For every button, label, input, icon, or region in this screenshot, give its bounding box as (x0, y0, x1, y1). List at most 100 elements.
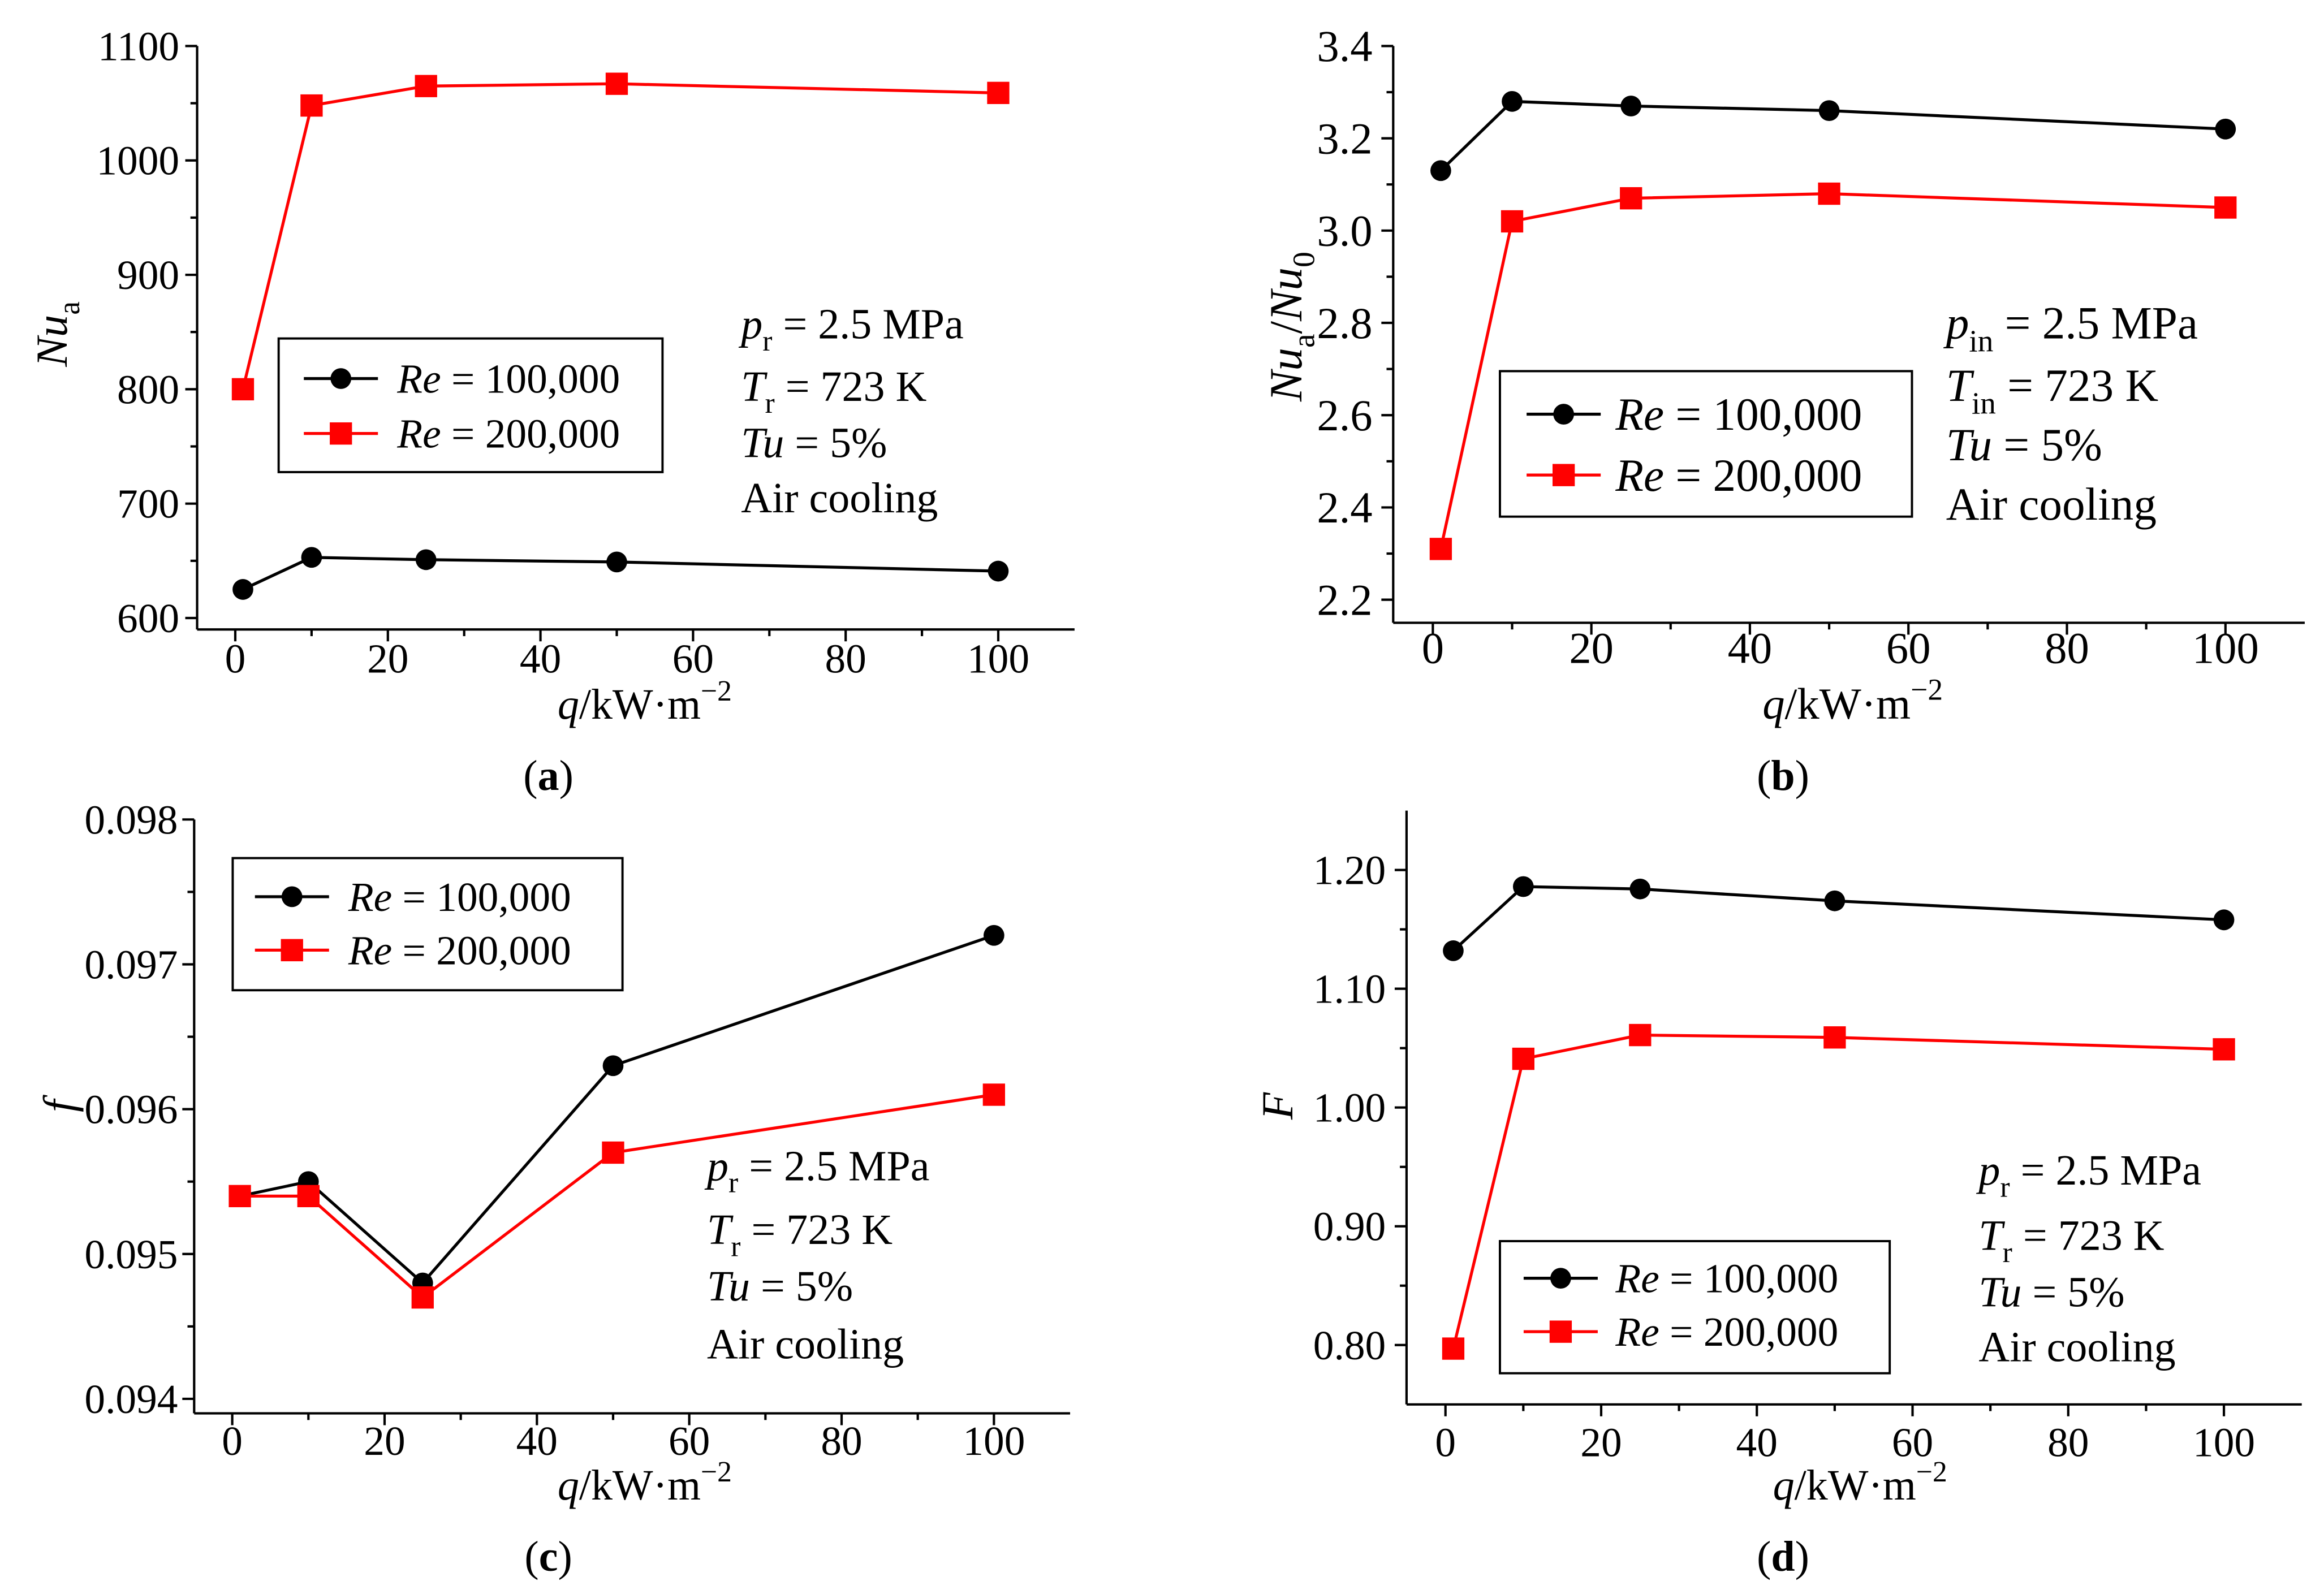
panel-label: (c) (524, 1533, 572, 1580)
panel-label-part: ) (559, 752, 574, 800)
y-tick-label: 2.4 (1317, 483, 1372, 533)
x-axis-label: q/kW·m−2 (558, 1456, 732, 1509)
data-point (602, 1055, 624, 1077)
panel-label-part: ) (558, 1533, 572, 1580)
x-axis-label-part: −2 (1911, 673, 1943, 707)
data-point (2214, 196, 2237, 219)
x-tick-label: 40 (516, 1418, 558, 1464)
x-axis-label-part: /kW·m (579, 681, 701, 728)
y-axis-label-part: F (1253, 1092, 1303, 1120)
series-re-200-000 (228, 1083, 1006, 1309)
annotation-line-part: r (2000, 1171, 2010, 1203)
data-point (982, 1083, 1006, 1106)
annotation-line-part: = 2.5 MPa (738, 1142, 929, 1190)
annotation-line-part: r (731, 1231, 740, 1263)
annotation-line: Tu = 5% (1946, 420, 2102, 470)
y-tick-label: 1.20 (1313, 848, 1386, 893)
data-point (1620, 187, 1642, 210)
legend-label: Re = 100,000 (1615, 389, 1862, 440)
y-axis-label-part: f (35, 1095, 84, 1112)
panel-c: 0 20 40 60 80 100 0.094 0.095 0.096 0.097 0.098 Re … (35, 797, 1071, 1580)
annotation-line-part: T (1946, 360, 1975, 411)
series-line-re-200-000 (240, 1093, 994, 1300)
y-tick-label: 2.8 (1317, 299, 1372, 348)
x-axis-label-part: /kW·m (1795, 1462, 1916, 1509)
legend-label-part: = 200,000 (1664, 450, 1862, 501)
y-tick-label: 900 (117, 252, 179, 298)
legend-label: Re = 100,000 (1615, 1256, 1838, 1302)
legend-entry: Re = 100,000 (1527, 389, 1862, 440)
annotation-line-part: r (728, 1167, 738, 1199)
y-tick-label: 1100 (98, 23, 179, 69)
x-tick-label: 0 (1435, 1420, 1456, 1466)
data-point (1512, 1047, 1534, 1070)
legend-label-part: Re (396, 411, 441, 457)
y-tick-label: 600 (117, 595, 179, 641)
y-axis-label: Nua (28, 301, 86, 368)
panel-label-part: ( (524, 1533, 538, 1580)
y-axis-label-part: 0 (1287, 252, 1321, 267)
annotation-line: pr = 2.5 MPa (738, 301, 964, 357)
x-tick-label: 40 (520, 636, 561, 681)
data-point (1442, 1337, 1465, 1360)
legend-label-part: = 200,000 (392, 927, 571, 973)
panel-d: 0 20 40 60 80 100 0.80 0.90 1.00 1.10 1.20 Re = 100… (1253, 810, 2302, 1580)
x-tick-label: 20 (367, 636, 408, 681)
data-point (1430, 160, 1451, 182)
annotation-line: Tr = 723 K (1978, 1212, 2164, 1269)
y-axis-label-part: a (52, 301, 86, 315)
legend-label-part: = 100,000 (392, 874, 571, 920)
panel-label-part: ) (1795, 1533, 1809, 1580)
panel-label: (d) (1757, 1533, 1809, 1580)
series-re-200-000 (1429, 182, 2237, 560)
y-axis-label-part: a (1287, 334, 1321, 348)
data-point (1629, 878, 1651, 900)
legend-entry: Re = 200,000 (1523, 1309, 1838, 1355)
data-point (231, 378, 255, 401)
legend-label-part: Re (348, 927, 392, 973)
legend-label-part: Re (1615, 1309, 1659, 1355)
legend-label: Re = 100,000 (348, 874, 571, 920)
panel-label-part: a (538, 752, 559, 800)
legend-entry: Re = 100,000 (1523, 1256, 1838, 1302)
annotation-line-part: = 5% (1992, 420, 2102, 470)
legend-label-part: = 100,000 (1659, 1256, 1839, 1302)
data-point (2213, 909, 2235, 931)
legend-marker (281, 939, 303, 962)
annotation-line-part: p (1976, 1147, 2000, 1194)
panel-label-part: ( (1757, 1533, 1771, 1580)
x-tick-label: 80 (821, 1418, 862, 1464)
annotation-line: pr = 2.5 MPa (1976, 1147, 2201, 1203)
y-tick-label: 0.096 (84, 1087, 178, 1133)
annotation-line-part: p (704, 1142, 728, 1190)
legend-marker (330, 422, 352, 445)
x-tick-label: 0 (222, 1418, 243, 1464)
x-tick-label: 100 (967, 636, 1029, 681)
data-point (1512, 876, 1534, 897)
legend-box (231, 857, 624, 992)
x-tick-label: 100 (2193, 1420, 2255, 1466)
annotation-line-part: in (1972, 386, 1996, 421)
x-tick-label: 80 (2045, 624, 2089, 673)
y-tick-label: 0.094 (84, 1376, 178, 1422)
annotation-line: Tr = 723 K (707, 1206, 892, 1263)
annotation-line: pin = 2.5 MPa (1943, 298, 2198, 358)
y-tick-label: 800 (117, 366, 179, 412)
annotation-line-part: Tu (1946, 420, 1992, 470)
legend: Re = 100,000 Re = 200,000 (1499, 1240, 1891, 1375)
legend: Re = 100,000 Re = 200,000 (231, 857, 624, 992)
x-tick-label: 20 (364, 1418, 405, 1464)
y-tick-label: 3.2 (1317, 114, 1372, 163)
annotation-line: Air cooling (1978, 1324, 2175, 1371)
y-tick-label: 0.098 (84, 797, 178, 842)
data-point (301, 547, 322, 568)
x-axis-label-part: −2 (701, 675, 732, 707)
legend-label-part: Re (1615, 1256, 1659, 1302)
legend-box (1499, 1240, 1891, 1375)
x-axis-label-part: q (1773, 1462, 1795, 1509)
y-axis-label-part: Nu (1261, 348, 1312, 402)
